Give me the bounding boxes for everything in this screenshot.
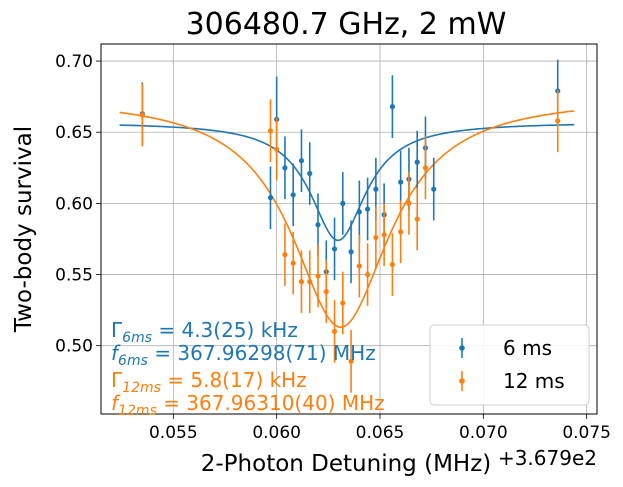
data-point xyxy=(356,209,362,215)
legend-label: 6 ms xyxy=(503,336,552,360)
annotation-symbol: Γ xyxy=(111,318,123,342)
fit-annotation: Γ6ms = 4.3(25) kHz xyxy=(111,318,298,346)
data-point xyxy=(365,206,371,212)
annotation-text: = 4.3(25) kHz xyxy=(152,318,298,342)
data-point xyxy=(422,165,429,171)
fit-curves xyxy=(119,110,575,328)
annotation-subscript: 12ms xyxy=(118,403,157,419)
data-point xyxy=(348,249,354,255)
data-point xyxy=(290,260,296,266)
y-tick-label: 0.65 xyxy=(55,123,93,143)
x-tick-label: 0.055 xyxy=(149,423,198,443)
legend-box xyxy=(429,324,590,406)
data-point xyxy=(365,271,371,278)
data-point xyxy=(389,261,395,268)
data-point xyxy=(381,232,387,238)
y-tick-label: 0.50 xyxy=(55,337,93,357)
data-point xyxy=(331,328,338,335)
fit-curve-12ms xyxy=(119,110,575,328)
x-axis-title: 2-Photon Detuning (MHz) xyxy=(201,451,492,477)
data-point xyxy=(555,118,561,124)
legend-label: 12 ms xyxy=(503,369,565,393)
fit-annotation: Γ12ms = 5.8(17) kHz xyxy=(111,368,307,396)
annotation-text: = 367.96310(40) MHz xyxy=(157,391,385,415)
data-point xyxy=(398,229,404,235)
fit-annotation: f12ms = 367.96310(40) MHz xyxy=(111,391,385,419)
data-point xyxy=(139,112,145,118)
grid xyxy=(101,44,597,414)
data-point xyxy=(340,300,346,306)
axes: 0.055 0.060 0.065 0.070 0.075 0.50 0.55 0.60 0.6… xyxy=(55,43,611,443)
data-point xyxy=(348,358,354,364)
annotation-text: = 367.96298(71) MHz xyxy=(148,341,376,365)
data-point xyxy=(414,216,420,222)
data-point xyxy=(298,279,305,285)
data-point xyxy=(414,159,420,165)
x-tick-label: 0.075 xyxy=(562,423,611,443)
annotation-subscript: 6ms xyxy=(122,330,152,346)
data-point xyxy=(274,146,280,152)
data-point xyxy=(282,252,288,258)
data-point xyxy=(315,222,321,228)
x-tick-label: 0.060 xyxy=(252,423,301,443)
fit-curve-6ms xyxy=(119,123,575,242)
data-point xyxy=(267,195,274,201)
legend-marker xyxy=(459,345,465,351)
data-point xyxy=(290,192,296,198)
chart-title: 306480.7 GHz, 2 mW xyxy=(186,7,507,42)
data-point xyxy=(282,165,288,171)
annotation-subscript: 12ms xyxy=(122,380,161,396)
x-axis-offset-label: +3.679e2 xyxy=(498,446,597,470)
data-point xyxy=(373,234,379,241)
data-point xyxy=(267,128,274,134)
data-point xyxy=(298,158,305,164)
legend-marker xyxy=(459,378,465,384)
annotation-subscript: 6ms xyxy=(118,353,148,369)
data-point xyxy=(340,200,346,206)
fit-annotation: f6ms = 367.96298(71) MHz xyxy=(111,341,376,369)
annotation-symbol: f xyxy=(111,391,121,415)
y-tick-label: 0.70 xyxy=(55,52,93,72)
y-tick-label: 0.55 xyxy=(55,266,93,286)
data-point xyxy=(389,104,395,110)
annotation-text: = 5.8(17) kHz xyxy=(161,368,307,392)
data-point xyxy=(356,263,362,269)
data-points xyxy=(139,59,561,393)
data-point xyxy=(373,186,379,192)
x-tick-label: 0.070 xyxy=(459,423,508,443)
data-point xyxy=(331,246,338,252)
data-point xyxy=(307,170,313,177)
legend: 6 ms 12 ms xyxy=(429,324,590,406)
y-tick-label: 0.60 xyxy=(55,194,93,214)
data-point xyxy=(307,279,313,285)
data-point xyxy=(431,186,437,192)
data-point xyxy=(398,179,404,185)
data-point xyxy=(315,273,321,279)
data-point xyxy=(323,289,329,295)
x-tick-label: 0.065 xyxy=(356,423,405,443)
annotation-symbol: f xyxy=(111,341,121,365)
plot-frame xyxy=(100,43,598,415)
annotation-symbol: Γ xyxy=(111,368,123,392)
y-axis-title: Two-body survival xyxy=(11,126,37,333)
data-point xyxy=(406,200,412,206)
